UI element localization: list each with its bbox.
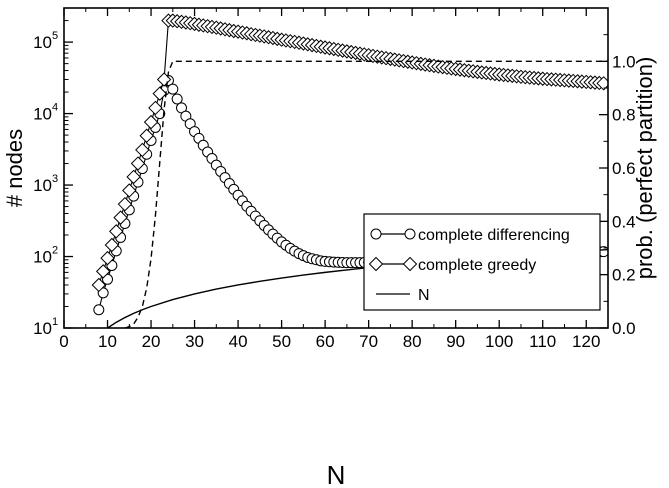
y2-axis: 0.0 0.2 0.4 0.6 0.8 1.0 [599,34,636,338]
y2-tick-label: 0.8 [612,106,636,125]
diamond-marker [135,142,150,158]
legend-circle-marker [404,228,416,240]
y-tick-label: 10 [33,319,52,338]
series-line-3 [124,60,608,328]
legend-label: complete greedy [418,257,536,274]
x-tick-label: 100 [485,332,513,351]
diamond-marker [148,100,163,116]
y2-tick-label: 0.6 [612,159,636,178]
legend-label: complete differencing [418,227,570,244]
legend-label: N [418,287,430,304]
y-axis-label: # nodes [2,129,27,207]
x-tick-label: 50 [272,332,291,351]
legend-circle-marker [370,228,382,240]
diamond-marker [113,210,128,225]
y-tick-exponent: 5 [52,30,58,42]
x-tick-label: 90 [446,332,465,351]
y-tick-label: 10 [33,176,52,195]
y2-tick-label: 0.2 [612,266,636,285]
diamond-marker [139,128,154,143]
diamond-marker [91,277,107,293]
x-tick-label: 120 [572,332,600,351]
diamond-marker [126,169,141,185]
y-tick-exponent: 3 [52,173,58,185]
diamond-marker [122,183,137,198]
circle-marker [102,273,114,285]
diamond-marker [130,156,146,171]
diamond-marker [117,196,133,212]
y-tick-label: 10 [33,105,52,124]
y-tick-exponent: 2 [52,245,58,257]
diamond-marker [100,250,115,266]
circle-marker [167,83,179,95]
y2-tick-label: 1.0 [612,52,636,71]
x-tick-label: 20 [142,332,161,351]
circle-marker [93,304,105,316]
diamond-marker [95,264,111,279]
diamond-marker [104,237,120,253]
x-tick-label: 40 [229,332,248,351]
circle-marker [97,287,109,299]
diamond-marker [143,114,159,130]
legend-diamond-marker [402,256,418,272]
y-tick-label: 10 [33,33,52,52]
diamond-marker [109,224,124,239]
y2-axis-label: prob. (perfect partition) [632,57,657,280]
x-axis: 0 10 20 30 40 50 60 70 80 90 100 110 120 [59,8,600,351]
circle-marker [171,93,183,105]
y2-tick-label: 0.4 [612,212,636,231]
y-tick-exponent: 1 [52,316,58,328]
legend: complete differencing complete greedy N [363,213,601,311]
x-tick-label: 60 [316,332,335,351]
x-tick-label: 0 [59,332,68,351]
diamond-marker [152,86,167,101]
legend-diamond-marker [368,256,384,272]
y-tick-exponent: 4 [52,102,58,114]
x-tick-label: 110 [529,332,556,351]
y-tick-label: 10 [33,248,52,267]
x-tick-label: 10 [98,332,117,351]
x-tick-label: 80 [403,332,422,351]
x-axis-label: N [327,460,346,488]
x-tick-label: 70 [359,332,378,351]
x-tick-label: 30 [185,332,204,351]
y2-tick-label: 0.0 [612,319,636,338]
